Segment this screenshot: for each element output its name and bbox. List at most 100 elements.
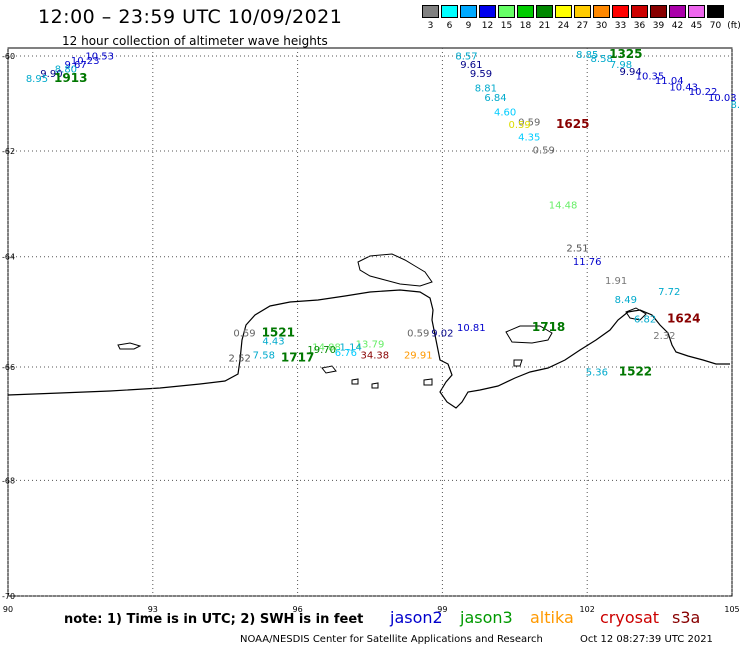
wave-height-value: 0.59 (407, 328, 429, 339)
pass-time-label: 1624 (667, 311, 700, 325)
lon-tick-label: 93 (148, 605, 158, 614)
pass-time-label: 1324 (585, 0, 618, 3)
wave-height-value: 10.53 (85, 52, 114, 63)
graticule (7, 48, 733, 597)
island-north (357, 253, 433, 287)
wave-height-value: 8.85 (576, 50, 598, 61)
wave-height-value: 10.22 (689, 87, 718, 98)
wave-height-value: 4.43 (262, 337, 284, 348)
legend-swatch-label: 24 (557, 21, 570, 31)
legend-swatch-label: 18 (519, 21, 532, 31)
satellite-name-cryosat: cryosat (600, 608, 660, 627)
ice-fragments (321, 307, 647, 389)
legend-swatch-label: 3 (427, 21, 434, 31)
wave-height-value: 19.70 (307, 345, 336, 356)
legend-swatch (517, 5, 534, 18)
wave-height-value: 7.72 (658, 287, 680, 298)
wave-height-value: 13.79 (356, 339, 385, 350)
lon-tick-label: 96 (293, 605, 303, 614)
wave-height-value: 8.80 (55, 65, 77, 76)
legend-swatch (612, 5, 629, 18)
wave-height-value: 9.59 (470, 69, 492, 80)
wave-height-value: 6.82 (634, 314, 656, 325)
lon-tick-label: 105 (724, 605, 739, 614)
wave-height-value: 1.14 (340, 342, 362, 353)
lon-tick-label: 90 (3, 605, 13, 614)
wave-height-value: 2.32 (653, 331, 675, 342)
legend-swatch-label: 6 (446, 21, 453, 31)
pass-time-label: 1914 (151, 0, 184, 3)
lon-tick-label: 102 (580, 605, 595, 614)
wave-height-value: 9.02 (431, 328, 453, 339)
footer-generated-date: Oct 12 08:27:39 UTC 2021 (580, 634, 713, 645)
legend-swatch (650, 5, 667, 18)
legend-swatch-label: 12 (481, 21, 494, 31)
legend-swatch-label: 45 (690, 21, 703, 31)
plot-frame (7, 47, 733, 597)
axis-tick-labels: 90 93 96 99 102 105 -60 -62 -64 -66 -68 -70 (2, 52, 740, 614)
wave-height-value: 10.11 (544, 0, 573, 3)
legend-swatch (441, 5, 458, 18)
wave-height-value: 9.67 (64, 60, 86, 71)
wave-height-value: 29.91 (404, 351, 433, 362)
lat-tick-label: -62 (2, 147, 15, 156)
lat-tick-label: -64 (2, 253, 15, 262)
wave-height-value: 2.52 (229, 353, 251, 364)
satellite-name-altika: altika (530, 608, 574, 627)
pass-time-label: 1718 (532, 320, 565, 334)
wave-height-value: 5.36 (586, 367, 608, 378)
wave-height-value: 10.23 (71, 56, 100, 67)
footer-credit: NOAA/NESDIS Center for Satellite Applica… (240, 634, 543, 645)
legend-swatch-label: 15 (500, 21, 513, 31)
pass-time-label: 1521 (262, 325, 295, 339)
wave-height-value: 0.59 (508, 120, 530, 131)
legend-swatch (422, 5, 439, 18)
wave-height-value: 6.76 (335, 348, 357, 359)
island-east (505, 325, 553, 344)
legend-swatch-label: 39 (652, 21, 665, 31)
legend-swatch-label: 30 (595, 21, 608, 31)
wave-height-value: 9.94 (620, 67, 642, 78)
pass-time-label: 1626 (484, 0, 517, 3)
legend-swatch (498, 5, 515, 18)
legend-swatch-label: 21 (538, 21, 551, 31)
legend-swatch (593, 5, 610, 18)
wave-height-value: 8.81 (475, 83, 497, 94)
lat-tick-label: -68 (2, 476, 15, 485)
legend-swatch (460, 5, 477, 18)
wave-height-value: 10.03 (708, 93, 737, 104)
pass-time-label: 1717 (281, 350, 314, 364)
legend-swatch-label: 9 (465, 21, 472, 31)
wave-height-value: 0.59 (533, 146, 555, 157)
map-title: 12:00 – 23:59 UTC 10/09/2021 (38, 6, 343, 28)
wave-height-value: 10.81 (457, 323, 486, 334)
lat-tick-label: -70 (2, 592, 15, 601)
wave-height-value: 8.95 (26, 74, 48, 85)
wave-height-value: 14.48 (549, 200, 578, 211)
wave-height-value: 4.60 (494, 108, 516, 119)
wave-height-value: 11.76 (573, 257, 602, 268)
wave-height-value: 8.42 (731, 100, 740, 111)
wave-height-value: 8.49 (615, 295, 637, 306)
wave-height-value: 34.38 (361, 351, 390, 362)
lat-tick-label: -60 (2, 52, 15, 61)
wave-height-value: 10.43 (669, 82, 698, 93)
wave-height-value: 2.51 (566, 243, 588, 254)
legend-unit: (ft) (727, 21, 740, 31)
legend-swatch-label: 36 (633, 21, 646, 31)
legend-swatch (688, 5, 705, 18)
wave-height-value: 10.57 (110, 0, 139, 3)
legend-swatch (707, 5, 724, 18)
wave-height-value: 14.88 (312, 342, 341, 353)
pass-time-label: 1522 (619, 364, 652, 378)
footer-note: note: 1) Time is in UTC; 2) SWH is in fe… (64, 612, 364, 627)
legend-swatch-label: 42 (671, 21, 684, 31)
legend-swatch-label: 33 (614, 21, 627, 31)
wave-height-value: 9.67 (451, 0, 473, 3)
wave-height-value: 8.58 (591, 54, 613, 65)
satellite-name-jason2: jason2 (390, 608, 443, 627)
island-west (117, 342, 142, 350)
wave-height-value: 4.35 (518, 133, 540, 144)
satellite-name-s3a: s3a (672, 608, 701, 627)
